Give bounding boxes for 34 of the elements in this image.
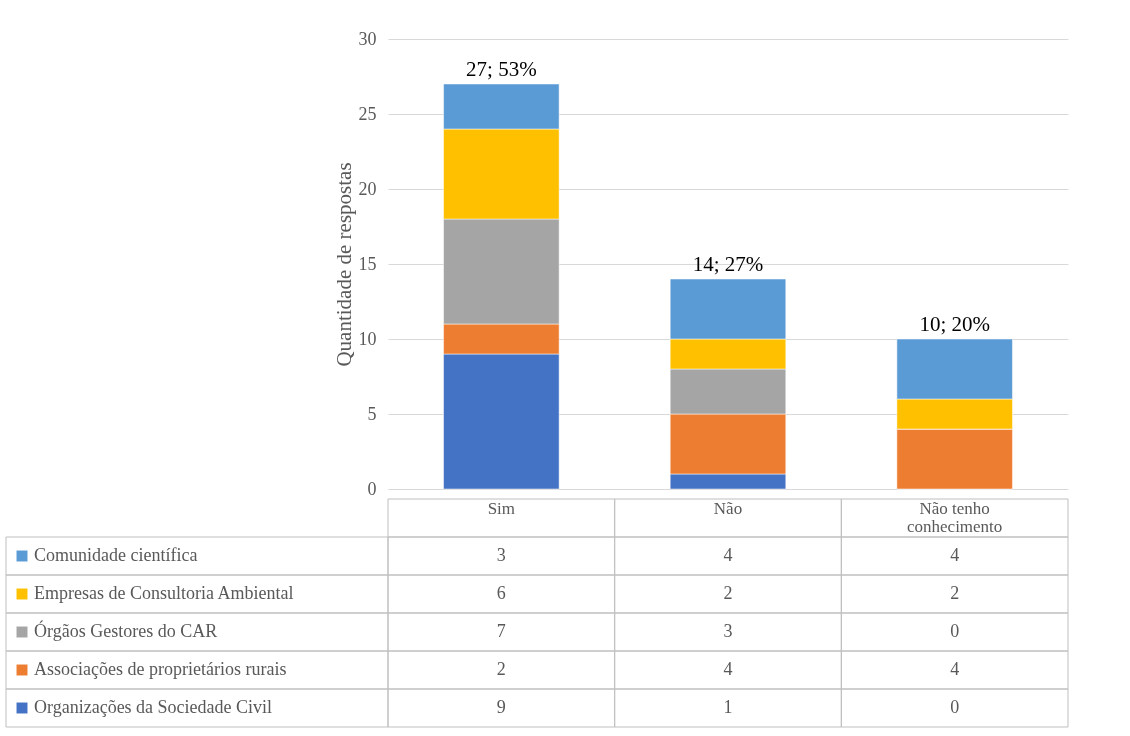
data-label: 1: [723, 697, 733, 717]
y-tick-label: 15: [358, 253, 377, 274]
data-label: 3: [496, 545, 506, 565]
data-label: 2: [950, 583, 960, 603]
data-label: 0: [950, 697, 960, 717]
y-tick-label: 30: [358, 28, 377, 49]
y-axis-title: Quantidade de respostas: [331, 162, 356, 367]
total-label: 14; 27%: [692, 252, 764, 276]
total-label: 27; 53%: [466, 57, 537, 81]
legend-label: Empresas de Consultoria Ambiental: [34, 583, 294, 603]
data-label: 4: [723, 545, 733, 565]
data-label: 7: [496, 621, 506, 641]
legend-label: Associações de proprietários rurais: [34, 659, 287, 679]
y-tick-label: 20: [358, 178, 377, 199]
total-label: 10; 20%: [919, 312, 990, 336]
x-tick-label: Não: [713, 499, 743, 518]
data-label: 4: [950, 545, 960, 565]
data-label: 6: [496, 583, 506, 603]
data-label: 4: [723, 659, 733, 679]
y-tick-label: 10: [358, 328, 377, 349]
data-label: 9: [496, 697, 506, 717]
legend-label: Comunidade científica: [34, 545, 198, 565]
data-label: 4: [950, 659, 960, 679]
x-tick-label: Sim: [487, 499, 516, 518]
data-label: 3: [723, 621, 733, 641]
data-label: 2: [723, 583, 733, 603]
x-tick-label: Não tenho conhecimento: [906, 499, 1003, 536]
data-label: 2: [496, 659, 506, 679]
data-label: 0: [950, 621, 960, 641]
y-tick-label: 5: [367, 403, 377, 424]
y-tick-label: 25: [358, 103, 377, 124]
y-tick-label: 0: [367, 478, 377, 499]
legend-label: Órgãos Gestores do CAR: [34, 620, 218, 641]
legend-label: Organizações da Sociedade Civil: [34, 697, 273, 717]
